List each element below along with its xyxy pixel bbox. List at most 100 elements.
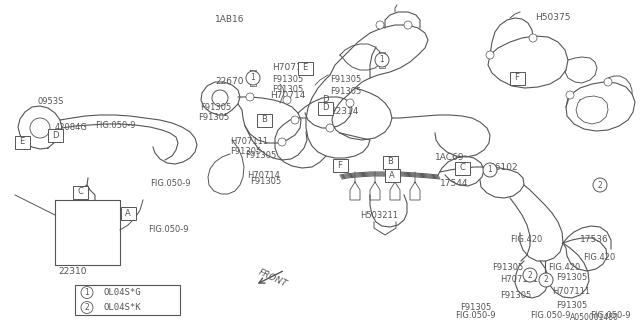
Text: D: D — [322, 103, 328, 113]
Text: FIG.050-9: FIG.050-9 — [150, 179, 191, 188]
Text: F91305: F91305 — [556, 300, 588, 309]
Circle shape — [376, 21, 384, 29]
Text: 16102: 16102 — [490, 164, 518, 172]
Text: F91305: F91305 — [272, 85, 303, 94]
FancyBboxPatch shape — [454, 162, 470, 174]
FancyBboxPatch shape — [72, 186, 88, 198]
Text: F91305: F91305 — [230, 148, 261, 156]
Text: 2: 2 — [543, 276, 548, 284]
Text: OL04S*G: OL04S*G — [103, 288, 141, 297]
Circle shape — [246, 93, 254, 101]
Text: 17536: 17536 — [580, 236, 609, 244]
Text: 22314: 22314 — [330, 108, 358, 116]
Circle shape — [81, 301, 93, 314]
FancyBboxPatch shape — [317, 101, 333, 115]
FancyBboxPatch shape — [47, 129, 63, 141]
Text: F91305: F91305 — [272, 76, 303, 84]
FancyBboxPatch shape — [15, 135, 29, 148]
Text: F: F — [515, 74, 520, 83]
Text: H50375: H50375 — [535, 13, 570, 22]
Text: B: B — [387, 157, 393, 166]
FancyBboxPatch shape — [257, 114, 271, 126]
Text: FIG.050-9: FIG.050-9 — [590, 310, 630, 319]
Text: F91305: F91305 — [198, 114, 229, 123]
Text: FRONT: FRONT — [257, 268, 289, 289]
Circle shape — [486, 51, 494, 59]
Circle shape — [246, 71, 260, 85]
Text: FIG.050-9: FIG.050-9 — [148, 226, 189, 235]
Text: D: D — [52, 131, 58, 140]
Text: H70714: H70714 — [272, 62, 307, 71]
Text: D: D — [322, 95, 328, 105]
Text: F91305: F91305 — [330, 76, 361, 84]
FancyBboxPatch shape — [333, 158, 348, 172]
Circle shape — [30, 118, 50, 138]
Circle shape — [346, 99, 354, 107]
Text: H503211: H503211 — [360, 211, 398, 220]
Text: 1: 1 — [84, 288, 90, 297]
Text: H70714: H70714 — [270, 91, 305, 100]
Text: 17544: 17544 — [440, 179, 468, 188]
Text: 2: 2 — [527, 270, 532, 279]
FancyBboxPatch shape — [120, 206, 136, 220]
Text: E: E — [302, 63, 308, 73]
Circle shape — [566, 91, 574, 99]
Text: 42084G: 42084G — [55, 124, 88, 132]
Text: C: C — [459, 164, 465, 172]
Text: 22310: 22310 — [58, 268, 86, 276]
FancyBboxPatch shape — [385, 169, 399, 181]
Text: A: A — [389, 171, 395, 180]
Text: F91305: F91305 — [250, 178, 281, 187]
Circle shape — [375, 53, 389, 67]
Text: H707111: H707111 — [230, 138, 268, 147]
Circle shape — [529, 34, 537, 42]
Circle shape — [483, 163, 497, 177]
Circle shape — [404, 21, 412, 29]
Text: FIG.420: FIG.420 — [510, 236, 542, 244]
Text: 1AC69: 1AC69 — [435, 154, 465, 163]
Circle shape — [283, 96, 291, 104]
Circle shape — [212, 90, 228, 106]
Text: H707111: H707111 — [552, 287, 590, 297]
Text: F91305: F91305 — [556, 274, 588, 283]
Text: C: C — [77, 188, 83, 196]
Text: 22670: 22670 — [215, 77, 243, 86]
Bar — [75, 285, 180, 315]
Text: F91305: F91305 — [330, 87, 361, 97]
Text: F91305: F91305 — [492, 263, 524, 273]
Text: E: E — [19, 138, 24, 147]
Text: B: B — [261, 116, 267, 124]
Circle shape — [291, 116, 299, 124]
Circle shape — [81, 286, 93, 299]
Text: F91305: F91305 — [460, 303, 492, 313]
FancyBboxPatch shape — [298, 61, 312, 75]
Text: FIG.050-9: FIG.050-9 — [95, 121, 136, 130]
Text: 2: 2 — [598, 180, 602, 189]
Text: F91305: F91305 — [245, 150, 276, 159]
Text: FIG.420: FIG.420 — [583, 253, 615, 262]
Circle shape — [604, 78, 612, 86]
Text: F: F — [337, 161, 342, 170]
Text: 1: 1 — [380, 55, 385, 65]
Circle shape — [593, 178, 607, 192]
Circle shape — [523, 268, 537, 282]
Text: H707121: H707121 — [500, 276, 538, 284]
Text: A: A — [125, 209, 131, 218]
Text: 2: 2 — [84, 303, 90, 312]
Circle shape — [326, 124, 334, 132]
Text: FIG.050-9: FIG.050-9 — [530, 310, 570, 319]
Text: 1: 1 — [251, 74, 255, 83]
Text: F91305: F91305 — [200, 102, 231, 111]
Circle shape — [278, 138, 286, 146]
Circle shape — [539, 273, 553, 287]
Text: A050001480: A050001480 — [570, 313, 619, 320]
FancyBboxPatch shape — [383, 156, 397, 169]
Text: FIG.050-9: FIG.050-9 — [455, 310, 495, 319]
Text: 1AB16: 1AB16 — [215, 15, 244, 25]
Text: 1: 1 — [488, 165, 492, 174]
Text: FIG.420: FIG.420 — [548, 263, 580, 273]
FancyBboxPatch shape — [509, 71, 525, 84]
Text: F91305: F91305 — [500, 291, 531, 300]
Text: 0953S: 0953S — [38, 98, 65, 107]
Text: H70714: H70714 — [247, 171, 280, 180]
